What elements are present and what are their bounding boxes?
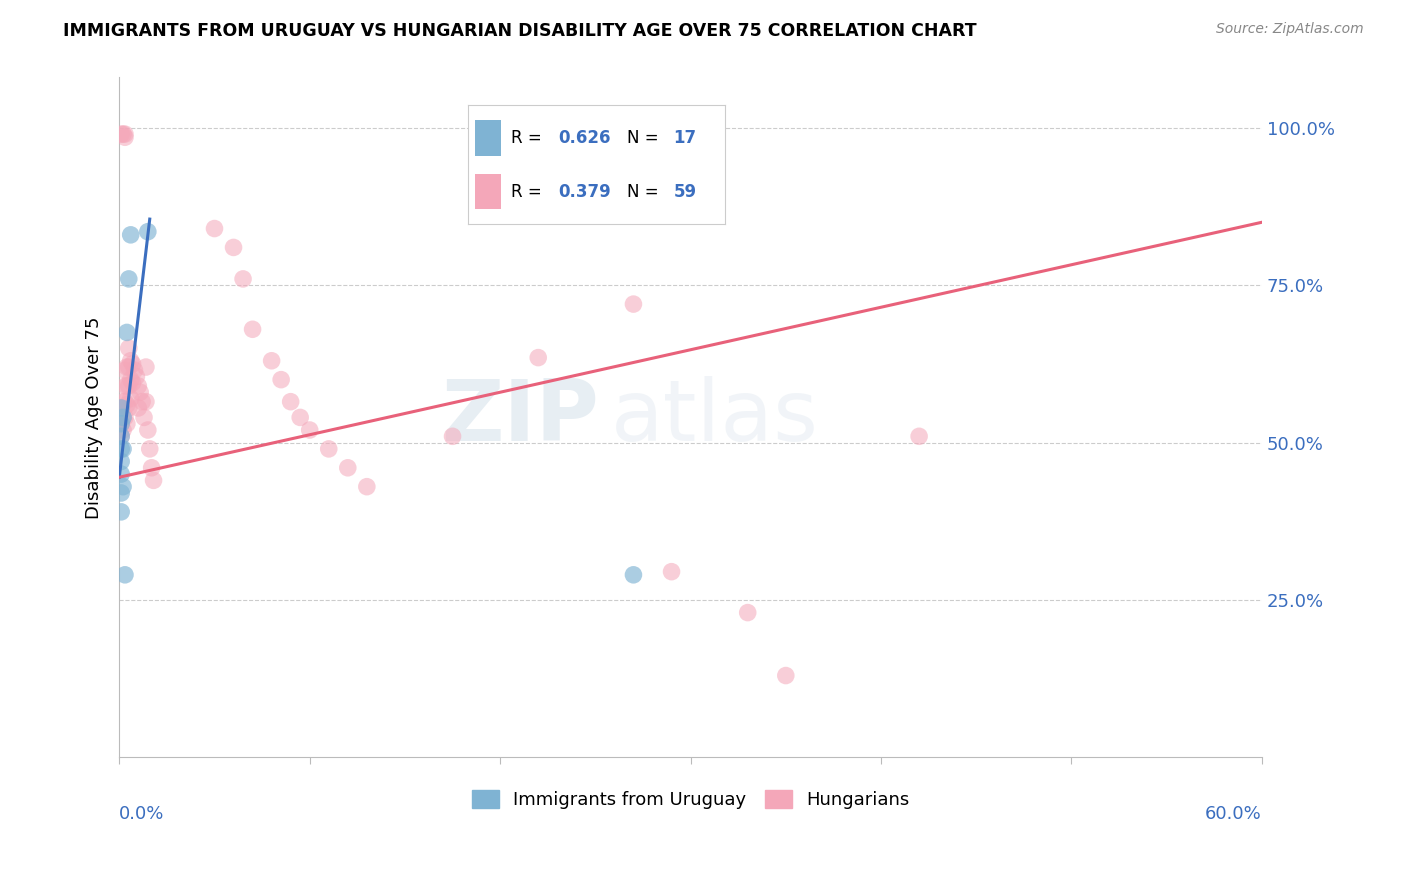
Legend: Immigrants from Uruguay, Hungarians: Immigrants from Uruguay, Hungarians (464, 782, 917, 816)
Point (132, 410, 155, 425)
Point (127, 401, 149, 415)
Point (110, 454, 132, 468)
Point (120, 392, 142, 406)
Point (118, 272, 141, 286)
Point (118, 379, 141, 393)
Point (121, 357, 143, 371)
Point (204, 221, 226, 235)
Point (527, 351, 550, 365)
Point (131, 394, 153, 409)
Point (118, 341, 141, 355)
Point (112, 423, 135, 437)
Point (280, 394, 302, 409)
Point (110, 429, 132, 443)
Point (121, 376, 143, 390)
Point (110, 417, 132, 431)
Y-axis label: Disability Age Over 75: Disability Age Over 75 (86, 316, 103, 518)
Point (125, 369, 148, 384)
Point (115, 326, 138, 340)
Text: Source: ZipAtlas.com: Source: ZipAtlas.com (1216, 22, 1364, 37)
Point (135, 359, 157, 374)
Point (441, 429, 464, 443)
Point (112, 410, 135, 425)
Text: ZIP: ZIP (441, 376, 599, 458)
Point (775, 668, 797, 682)
Point (232, 272, 254, 286)
Point (124, 363, 146, 377)
Point (112, 410, 135, 425)
Text: 0.0%: 0.0% (120, 805, 165, 823)
Point (120, 373, 142, 387)
Point (260, 353, 283, 368)
Text: IMMIGRANTS FROM URUGUAY VS HUNGARIAN DISABILITY AGE OVER 75 CORRELATION CHART: IMMIGRANTS FROM URUGUAY VS HUNGARIAN DIS… (63, 22, 977, 40)
Point (120, 353, 142, 368)
Point (112, 480, 135, 494)
Point (737, 606, 759, 620)
Point (114, 379, 136, 393)
Point (114, 130, 136, 145)
Point (270, 373, 292, 387)
Point (318, 442, 340, 456)
Point (110, 486, 132, 500)
Point (141, 460, 163, 475)
Point (136, 225, 159, 239)
Point (142, 474, 165, 488)
Point (115, 398, 138, 412)
Point (118, 359, 141, 374)
Point (115, 359, 138, 374)
Point (623, 297, 645, 311)
Point (110, 442, 132, 456)
Point (110, 505, 132, 519)
Point (222, 240, 245, 254)
Point (242, 322, 264, 336)
Point (298, 423, 321, 437)
Point (661, 565, 683, 579)
Point (110, 401, 132, 415)
Point (115, 379, 138, 393)
Point (112, 442, 135, 456)
Point (110, 417, 132, 431)
Point (110, 429, 132, 443)
Point (114, 127, 136, 141)
Point (623, 567, 645, 582)
Point (118, 401, 141, 415)
Point (127, 379, 149, 393)
Point (139, 442, 162, 456)
Point (112, 127, 135, 141)
Point (135, 394, 157, 409)
Point (290, 410, 312, 425)
Point (110, 401, 132, 415)
Point (112, 394, 135, 409)
Point (129, 385, 152, 400)
Point (110, 467, 132, 481)
Point (336, 460, 359, 475)
Point (114, 410, 136, 425)
Text: atlas: atlas (610, 376, 818, 458)
Point (110, 127, 132, 141)
Point (114, 567, 136, 582)
Point (114, 363, 136, 377)
Point (114, 394, 136, 409)
Point (136, 423, 159, 437)
Point (120, 227, 142, 242)
Point (356, 480, 378, 494)
Point (908, 429, 931, 443)
Text: 60.0%: 60.0% (1205, 805, 1263, 823)
Point (115, 417, 138, 431)
